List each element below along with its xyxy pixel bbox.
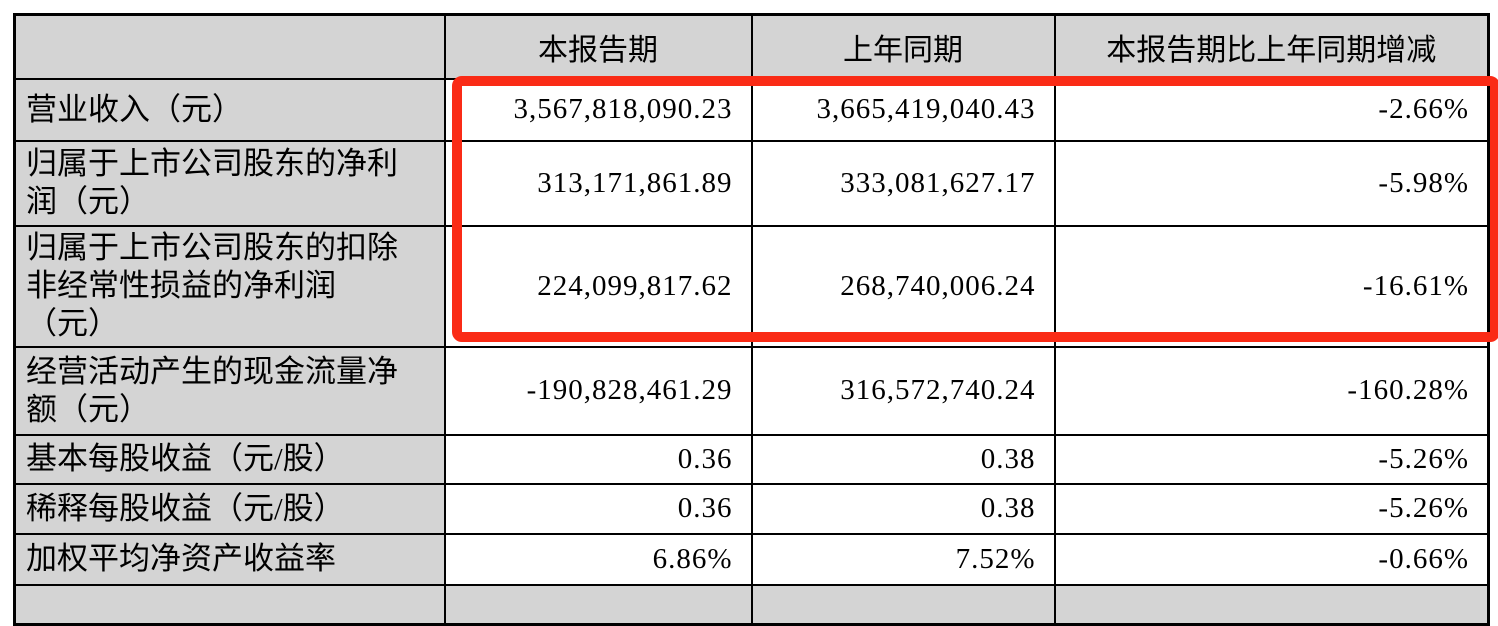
row-label: 加权平均净资产收益率 (13, 532, 446, 586)
partial-row-cell (1053, 583, 1490, 626)
header-row: 本报告期 上年同期 本报告期比上年同期增减 (13, 13, 1490, 80)
table-row-basic-eps: 基本每股收益（元/股） 0.36 0.38 -5.26% (13, 433, 1490, 485)
table-row-partial-cutoff (13, 583, 1490, 626)
table-row-operating-cash-flow: 经营活动产生的现金流量净 额（元） -190,828,461.29 316,57… (13, 345, 1490, 436)
change-value: -16.61% (1053, 224, 1490, 348)
current-period-value: 0.36 (443, 433, 753, 485)
col-header-prior-period: 上年同期 (750, 13, 1056, 80)
col-header-current-period: 本报告期 (443, 13, 753, 80)
partial-row-cell (750, 583, 1056, 626)
change-value: -160.28% (1053, 345, 1490, 436)
row-label: 基本每股收益（元/股） (13, 433, 446, 485)
current-period-value: 224,099,817.62 (443, 224, 753, 348)
table-row-net-profit-excl-nonrecurring: 归属于上市公司股东的扣除 非经常性损益的净利润 （元） 224,099,817.… (13, 224, 1490, 348)
current-period-value: 0.36 (443, 482, 753, 535)
partial-row-cell (443, 583, 753, 626)
change-value: -5.26% (1053, 433, 1490, 485)
prior-period-value: 7.52% (750, 532, 1056, 586)
partial-row-cell (13, 583, 446, 626)
change-value: -5.26% (1053, 482, 1490, 535)
table-row-diluted-eps: 稀释每股收益（元/股） 0.36 0.38 -5.26% (13, 482, 1490, 535)
row-label: 营业收入（元） (13, 77, 446, 142)
prior-period-value: 0.38 (750, 482, 1056, 535)
current-period-value: 313,171,861.89 (443, 139, 753, 227)
table-row-operating-revenue: 营业收入（元） 3,567,818,090.23 3,665,419,040.4… (13, 77, 1490, 142)
financial-summary-table: 本报告期 上年同期 本报告期比上年同期增减 营业收入（元） 3,567,818,… (13, 13, 1490, 626)
prior-period-value: 0.38 (750, 433, 1056, 485)
prior-period-value: 3,665,419,040.43 (750, 77, 1056, 142)
prior-period-value: 333,081,627.17 (750, 139, 1056, 227)
row-label: 归属于上市公司股东的净利 润（元） (13, 139, 446, 227)
table-row-weighted-avg-roe: 加权平均净资产收益率 6.86% 7.52% -0.66% (13, 532, 1490, 586)
current-period-value: -190,828,461.29 (443, 345, 753, 436)
prior-period-value: 316,572,740.24 (750, 345, 1056, 436)
row-label: 归属于上市公司股东的扣除 非经常性损益的净利润 （元） (13, 224, 446, 348)
table-row-net-profit: 归属于上市公司股东的净利 润（元） 313,171,861.89 333,081… (13, 139, 1490, 227)
row-label: 稀释每股收益（元/股） (13, 482, 446, 535)
change-value: -2.66% (1053, 77, 1490, 142)
change-value: -5.98% (1053, 139, 1490, 227)
col-header-empty (13, 13, 446, 80)
change-value: -0.66% (1053, 532, 1490, 586)
prior-period-value: 268,740,006.24 (750, 224, 1056, 348)
row-label: 经营活动产生的现金流量净 额（元） (13, 345, 446, 436)
current-period-value: 6.86% (443, 532, 753, 586)
current-period-value: 3,567,818,090.23 (443, 77, 753, 142)
col-header-change: 本报告期比上年同期增减 (1053, 13, 1490, 80)
